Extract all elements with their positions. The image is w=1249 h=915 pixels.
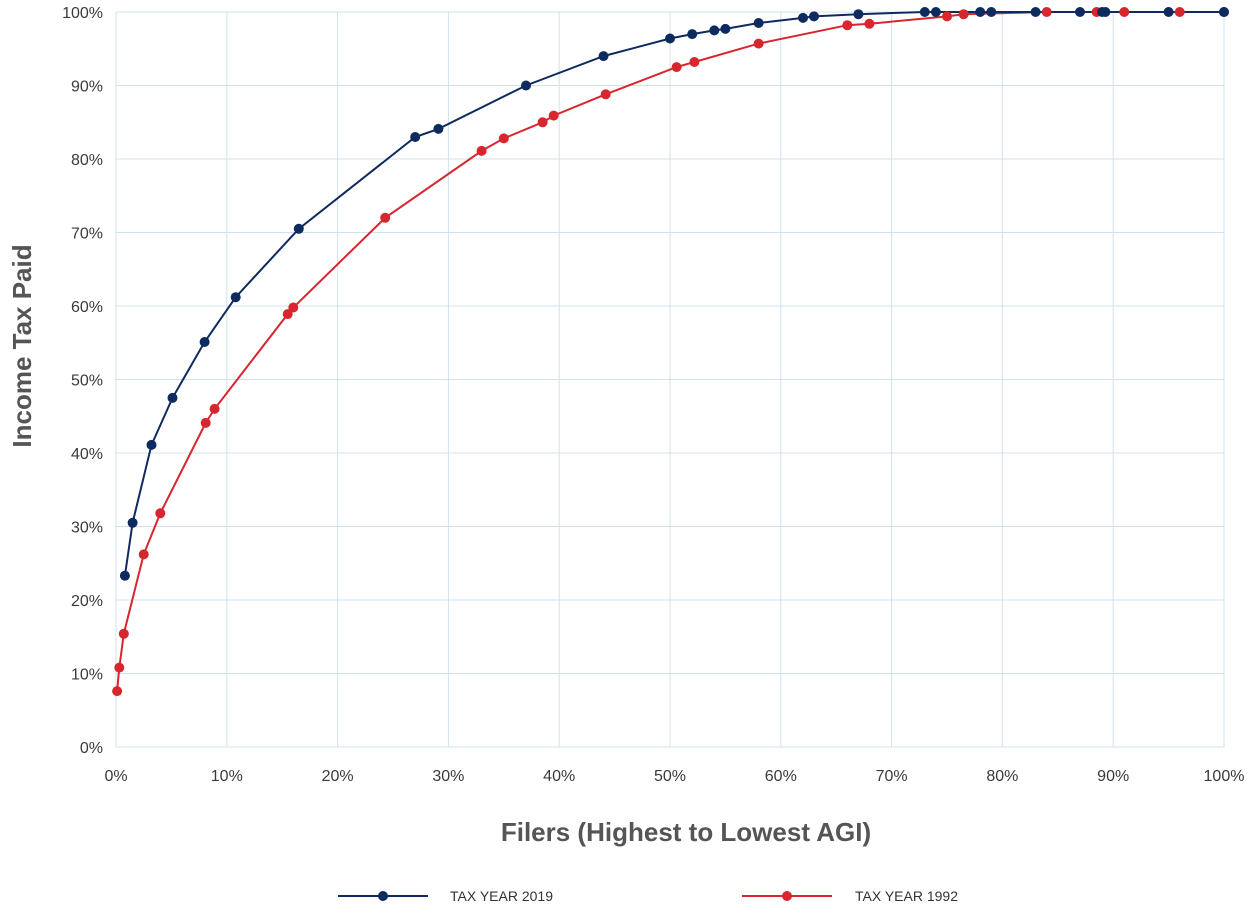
x-tick-label: 40% — [543, 768, 575, 785]
data-point — [155, 508, 166, 519]
data-point — [919, 7, 930, 17]
y-tick-label: 20% — [71, 593, 103, 610]
data-point — [798, 12, 808, 23]
data-point — [476, 145, 487, 156]
data-point — [600, 89, 611, 100]
data-point — [548, 110, 559, 121]
data-point — [209, 403, 220, 414]
data-point — [720, 23, 731, 34]
series-points — [112, 7, 1229, 697]
data-point — [930, 7, 941, 17]
data-point — [1030, 7, 1041, 17]
data-point — [380, 212, 391, 223]
y-tick-label: 40% — [71, 446, 103, 463]
y-tick-label: 50% — [71, 373, 103, 390]
x-tick-label: 20% — [322, 768, 354, 785]
y-tick-label: 10% — [71, 667, 103, 684]
y-tick-label: 0% — [80, 740, 103, 757]
legend: TAX YEAR 2019 TAX YEAR 1992 — [338, 888, 958, 904]
data-point — [118, 628, 129, 639]
y-axis-title: Income Tax Paid — [7, 244, 37, 447]
series-lines — [116, 11, 1224, 692]
series-line — [123, 11, 1224, 576]
x-tick-label: 0% — [104, 768, 127, 785]
data-point — [753, 18, 764, 28]
data-point — [687, 29, 698, 40]
y-tick-label: 80% — [71, 152, 103, 169]
data-point — [146, 439, 157, 450]
data-point — [521, 80, 531, 91]
data-point — [1119, 7, 1130, 17]
x-tick-label: 70% — [876, 768, 908, 785]
data-point — [293, 223, 304, 234]
data-point — [598, 51, 609, 62]
data-point — [199, 337, 210, 347]
data-point — [1219, 7, 1229, 17]
data-point — [433, 123, 444, 134]
grid — [115, 11, 1225, 748]
data-point — [537, 117, 548, 128]
data-point — [864, 18, 875, 29]
data-point — [119, 570, 130, 581]
x-tick-label: 100% — [1204, 768, 1245, 785]
y-tick-label: 90% — [71, 79, 103, 96]
y-tick-label: 100% — [62, 5, 103, 22]
y-tick-label: 60% — [71, 299, 103, 316]
data-point — [975, 7, 986, 17]
data-point — [282, 309, 293, 320]
x-tick-label: 10% — [211, 768, 243, 785]
data-point — [167, 392, 178, 403]
data-point — [112, 686, 123, 697]
data-point — [1075, 7, 1085, 17]
x-axis-title: Filers (Highest to Lowest AGI) — [501, 817, 871, 847]
legend-swatch-marker — [378, 891, 388, 901]
x-tick-labels: 0% 10% 20% 30% 40% 50% 60% 70% 80% 90% 100% — [104, 768, 1244, 785]
x-tick-label: 90% — [1097, 768, 1129, 785]
data-point — [230, 292, 241, 303]
data-point — [200, 417, 211, 428]
legend-label: TAX YEAR 1992 — [855, 888, 958, 904]
data-point — [853, 9, 864, 20]
data-point — [138, 549, 149, 560]
data-point — [709, 25, 720, 36]
data-point — [288, 302, 299, 313]
x-tick-label: 30% — [432, 768, 464, 785]
data-point — [1041, 7, 1052, 17]
x-tick-label: 50% — [654, 768, 686, 785]
y-tick-labels: 0% 10% 20% 30% 40% 50% 60% 70% 80% 90% 100% — [62, 5, 103, 757]
data-point — [958, 9, 969, 20]
x-tick-label: 80% — [986, 768, 1018, 785]
y-tick-label: 30% — [71, 520, 103, 537]
data-point — [986, 7, 997, 17]
data-point — [671, 62, 682, 73]
data-point — [665, 33, 675, 44]
data-point — [1163, 7, 1174, 17]
data-point — [410, 132, 421, 142]
y-tick-label: 70% — [71, 226, 103, 243]
data-point — [842, 20, 853, 31]
legend-item-2019: TAX YEAR 2019 — [338, 888, 553, 904]
data-point — [127, 517, 138, 528]
data-point — [1174, 7, 1185, 17]
data-point — [498, 133, 509, 144]
data-point — [942, 11, 952, 22]
data-point — [114, 662, 125, 673]
legend-label: TAX YEAR 2019 — [450, 888, 553, 904]
x-tick-label: 60% — [765, 768, 797, 785]
legend-swatch-marker — [782, 891, 792, 901]
data-point — [1100, 7, 1111, 17]
data-point — [753, 38, 764, 49]
legend-item-1992: TAX YEAR 1992 — [742, 888, 958, 904]
series-line — [116, 11, 1224, 692]
data-point — [689, 57, 700, 67]
data-point — [809, 11, 819, 22]
